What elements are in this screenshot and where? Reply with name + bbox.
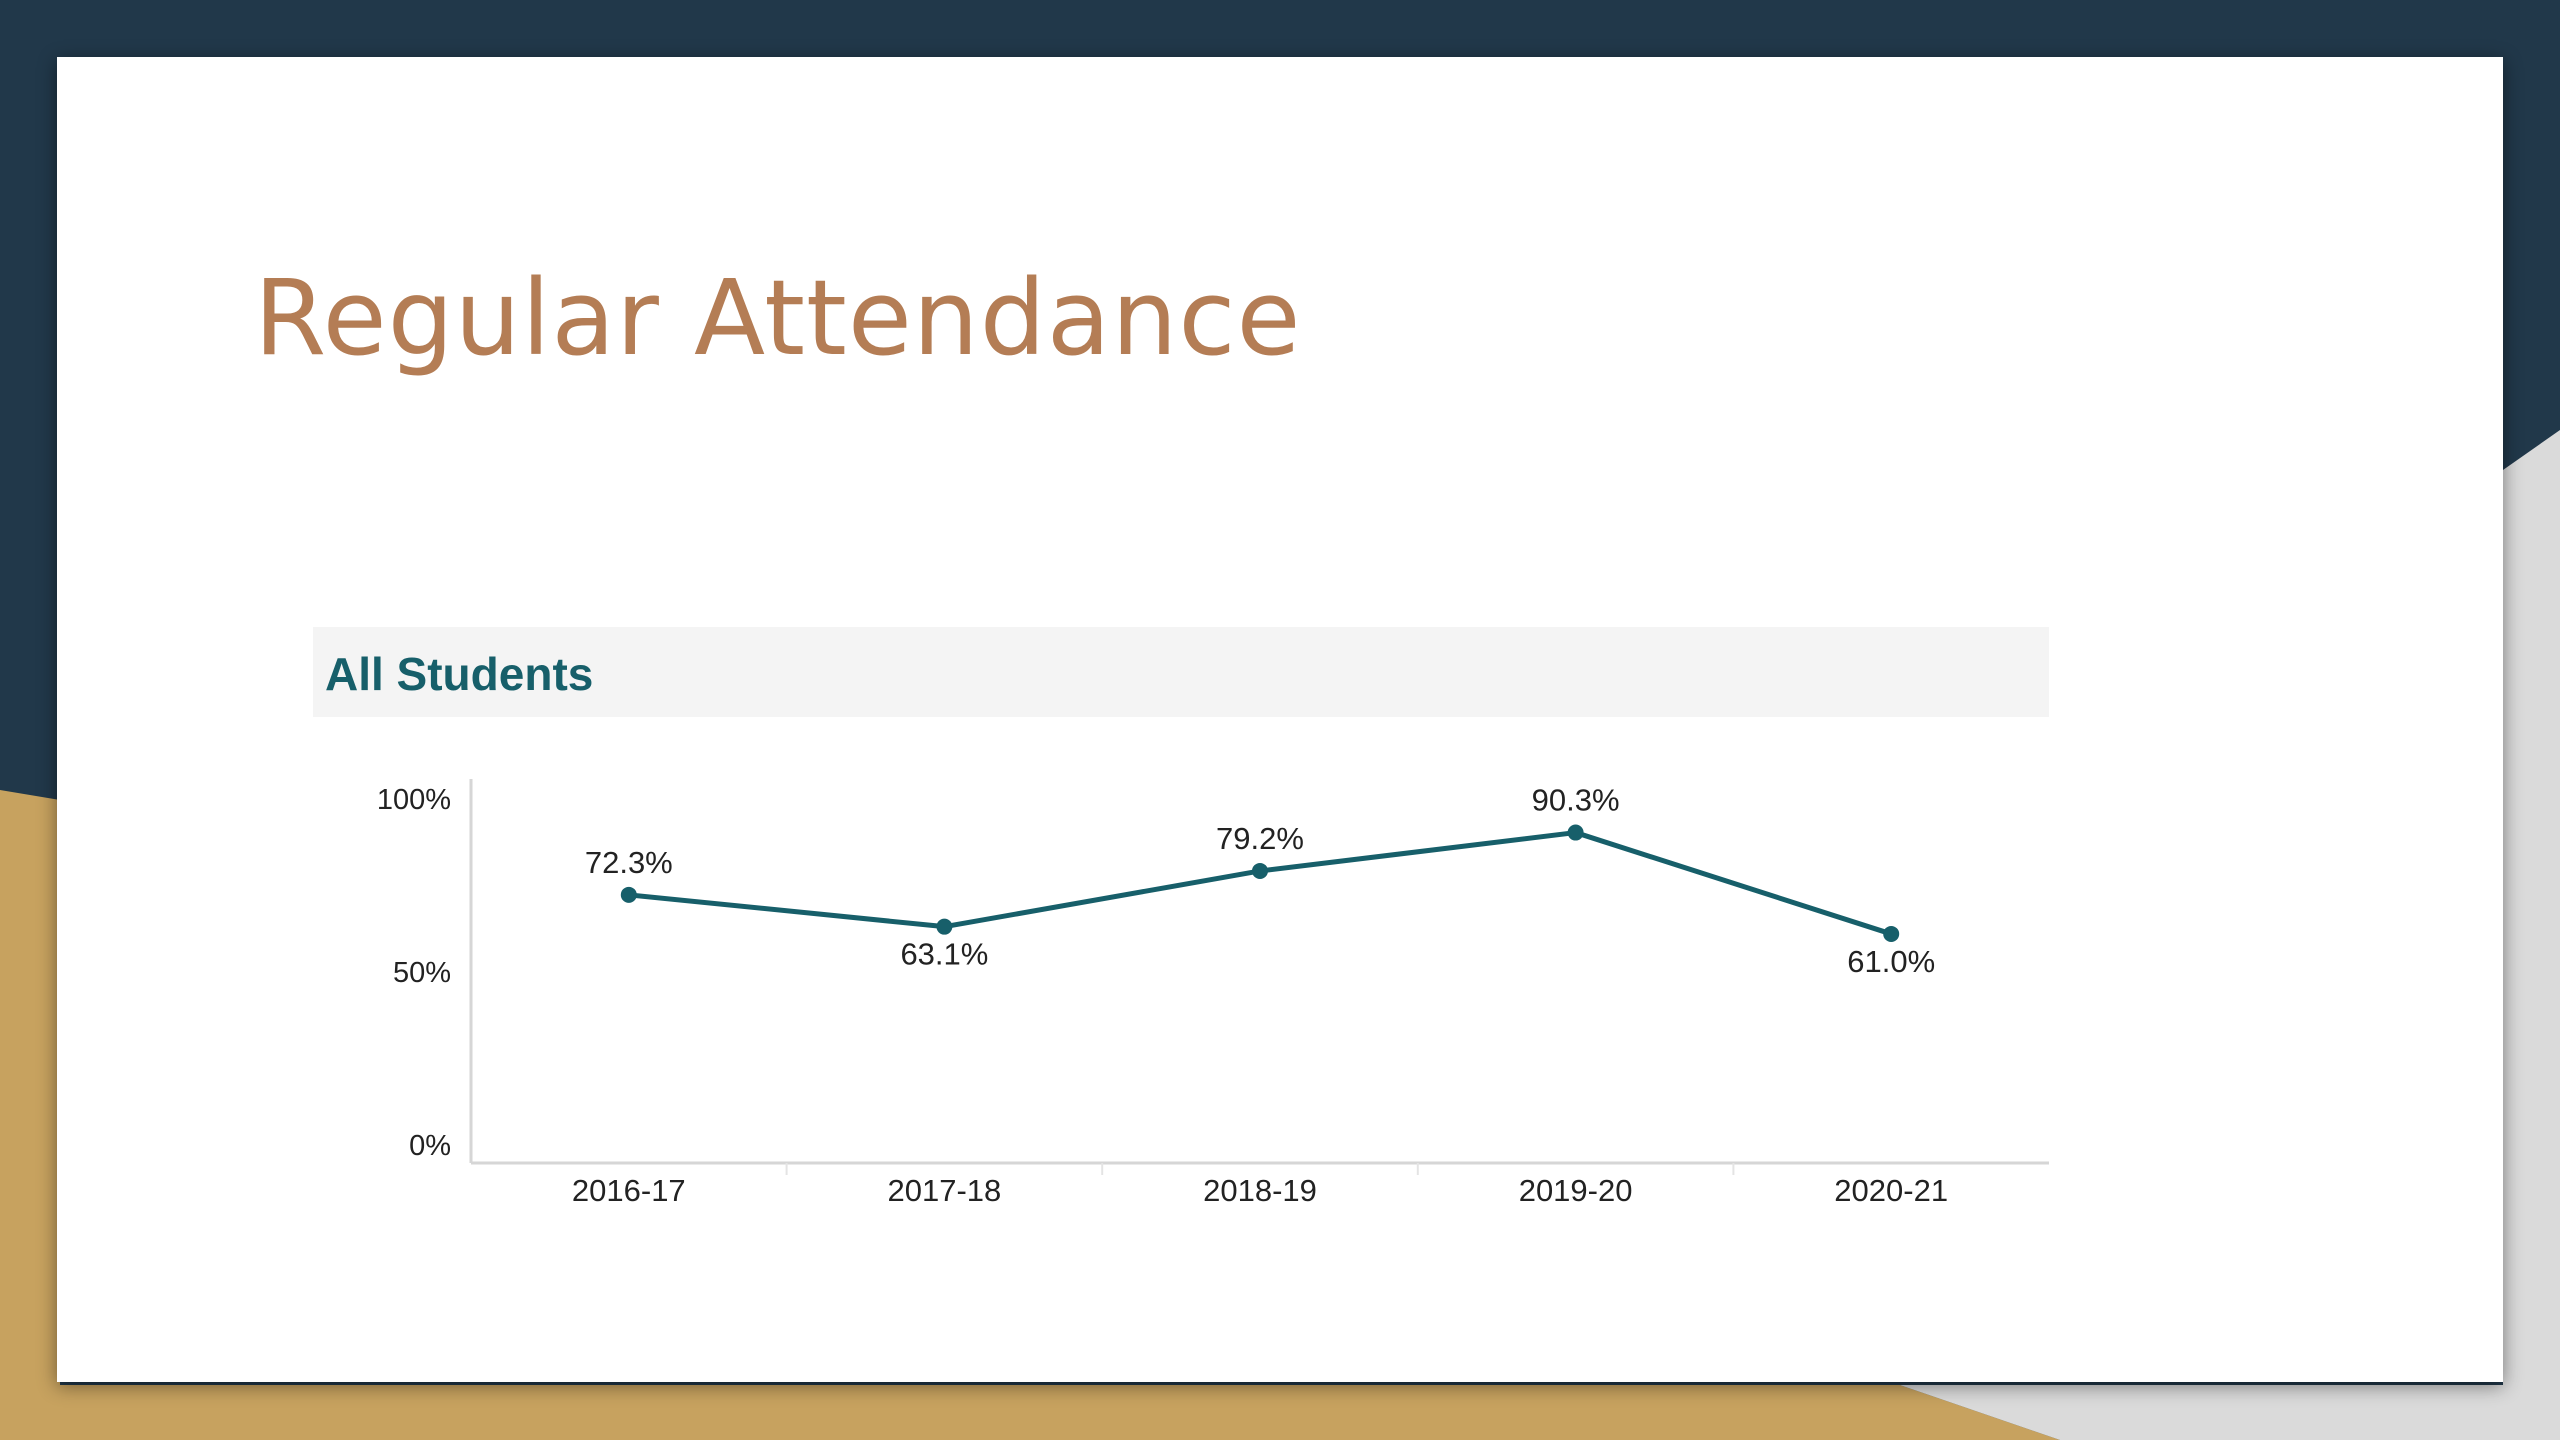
data-label: 63.1%	[900, 937, 988, 972]
data-label: 61.0%	[1847, 944, 1935, 979]
data-label: 72.3%	[585, 845, 673, 880]
line-chart: 100%50%0% 2016-17 2017-18 2018-19 2019-20 20…	[377, 779, 2049, 1208]
data-label: 79.2%	[1216, 821, 1304, 856]
data-label: 90.3%	[1532, 783, 1620, 818]
slide: Regular Attendance All Students 100% 50% 0…	[57, 57, 2503, 1382]
x-tick-label: 2020-21	[1834, 1173, 1948, 1208]
data-point	[936, 918, 953, 935]
chart-title: All Students	[325, 648, 594, 700]
data-point	[620, 886, 637, 903]
data-point	[1883, 925, 1900, 942]
slide-title: Regular Attendance	[254, 257, 1302, 379]
y-tick-label: 100%	[377, 784, 451, 816]
y-tick-label: 0%	[409, 1130, 451, 1162]
x-tick-label: 2018-19	[1203, 1173, 1317, 1208]
data-point	[1252, 862, 1268, 879]
chart-header-band: All Students	[313, 627, 2049, 717]
x-tick-label: 2017-18	[888, 1173, 1002, 1208]
x-tick-labels: 2016-17 2017-18 2018-19 2019-20 2020-21	[572, 1163, 1948, 1208]
y-tick-label: 50%	[393, 957, 451, 989]
data-points	[620, 824, 1900, 942]
data-labels: 72.3% 63.1% 79.2% 90.3% 61.0%	[585, 783, 1935, 979]
x-tick-label: 2019-20	[1519, 1173, 1633, 1208]
data-point	[1567, 824, 1584, 841]
y-tick-labels: 100% 50% 0%	[377, 784, 451, 1162]
chart-panel: All Students 100% 50% 0% 2016-17 2017-18 201…	[313, 627, 2049, 1227]
x-tick-label: 2016-17	[572, 1173, 686, 1208]
